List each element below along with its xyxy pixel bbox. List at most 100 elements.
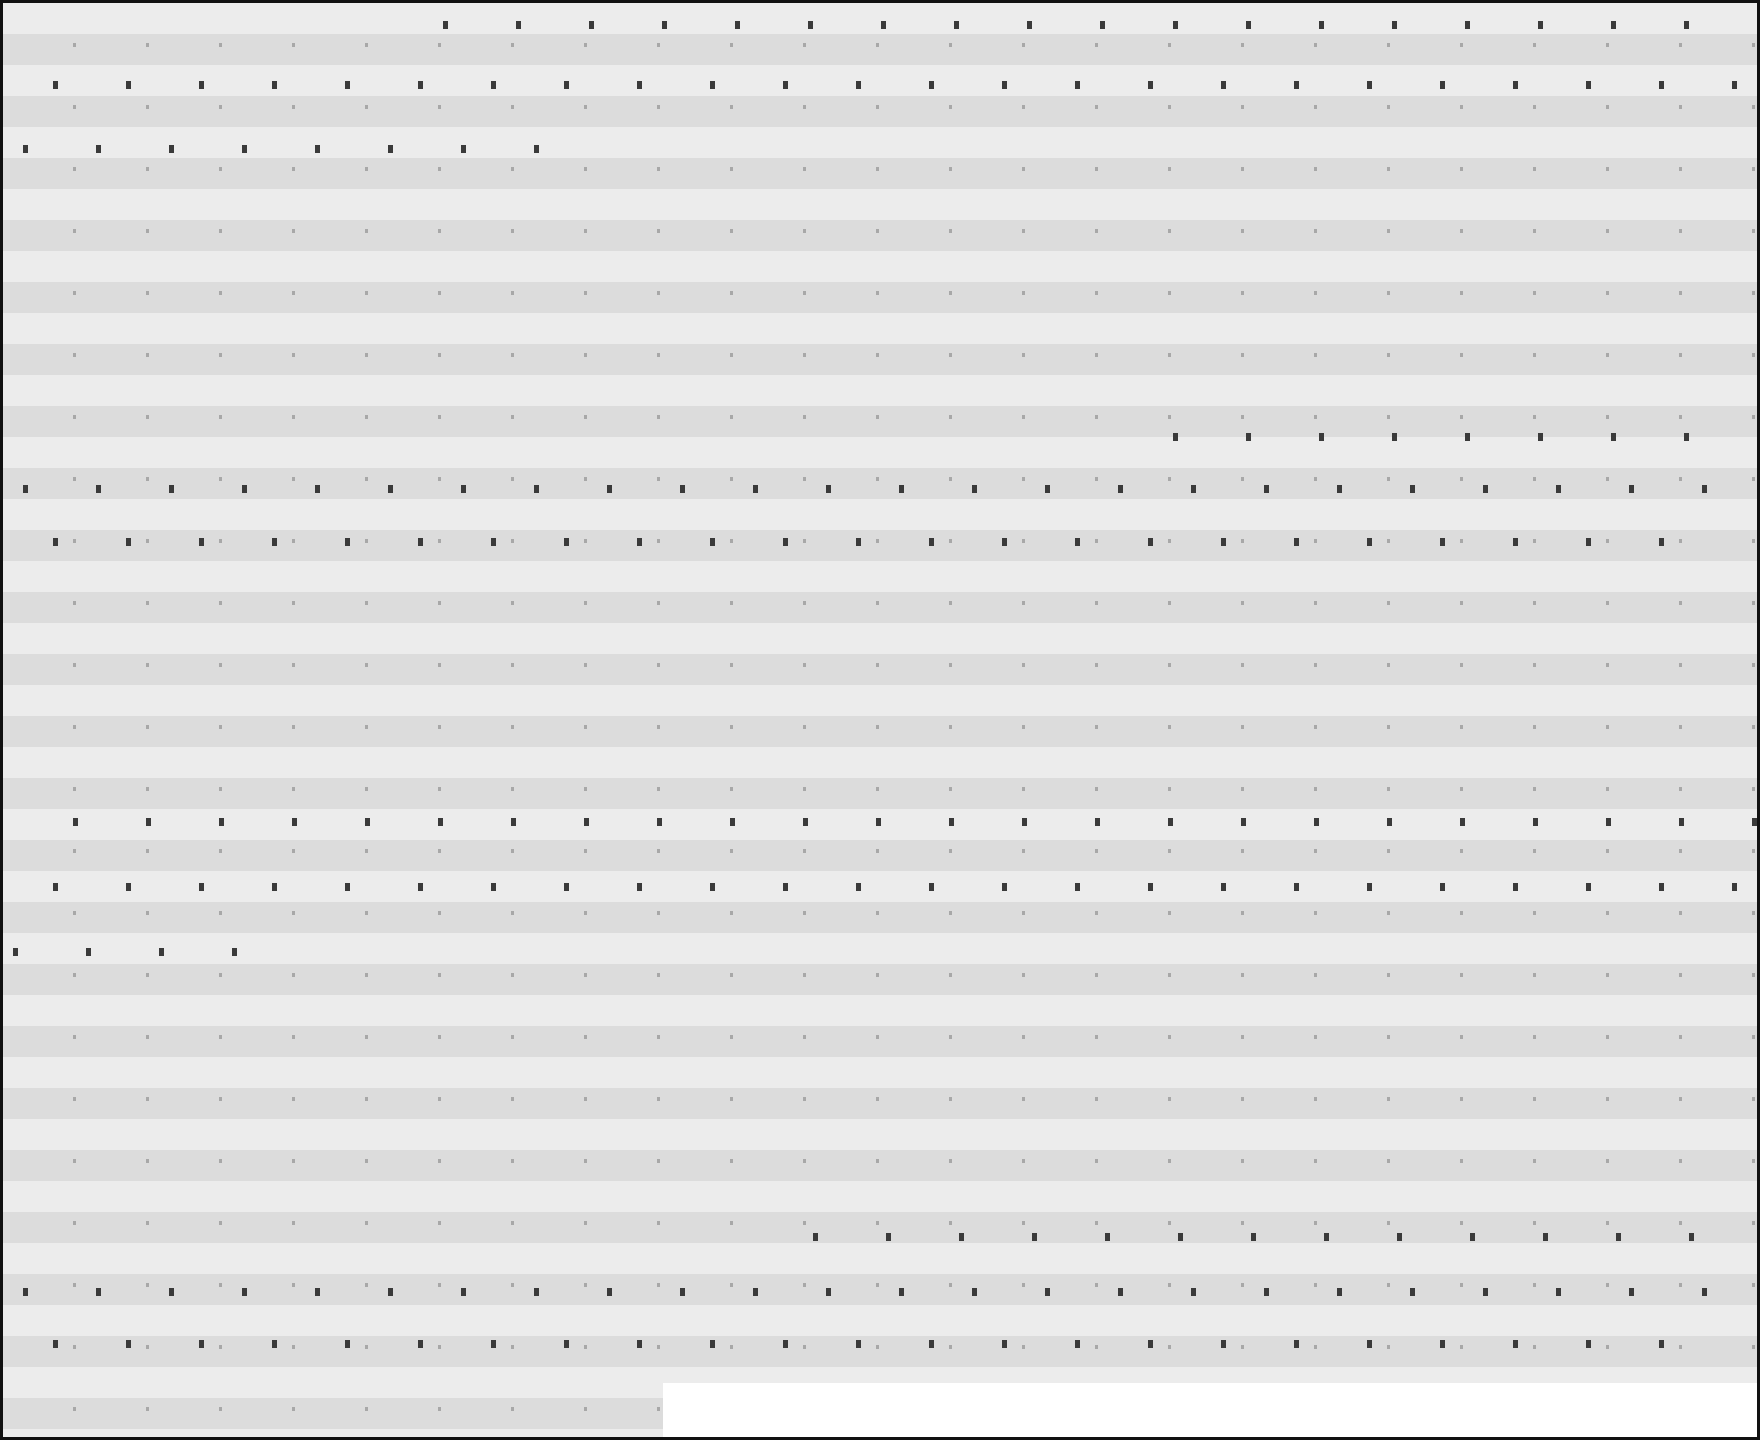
grid-mark xyxy=(1513,1340,1518,1348)
grid-mark-faint xyxy=(1387,1159,1390,1163)
grid-mark-faint xyxy=(1387,477,1390,481)
stripe-light xyxy=(3,3,1757,34)
grid-mark-faint xyxy=(1241,43,1244,47)
grid-mark-faint xyxy=(730,911,733,915)
grid-mark-faint xyxy=(1314,43,1317,47)
grid-mark xyxy=(1387,818,1392,826)
grid-mark xyxy=(1264,485,1269,493)
grid-mark xyxy=(929,538,934,546)
grid-mark-faint xyxy=(657,1035,660,1039)
grid-mark xyxy=(826,485,831,493)
stripe-light xyxy=(3,251,1757,282)
grid-mark-faint xyxy=(803,849,806,853)
grid-mark-faint xyxy=(657,167,660,171)
grid-mark xyxy=(1611,433,1616,441)
grid-mark-faint xyxy=(949,725,952,729)
grid-mark-faint xyxy=(219,229,222,233)
grid-mark xyxy=(1294,883,1299,891)
grid-mark xyxy=(388,1288,393,1296)
grid-mark-faint xyxy=(1168,663,1171,667)
grid-mark-faint xyxy=(730,1283,733,1287)
grid-mark xyxy=(388,145,393,153)
grid-mark xyxy=(169,1288,174,1296)
grid-mark-faint xyxy=(219,663,222,667)
grid-mark-faint xyxy=(1022,1035,1025,1039)
grid-mark-faint xyxy=(949,353,952,357)
grid-mark-faint xyxy=(730,539,733,543)
grid-mark xyxy=(1367,538,1372,546)
grid-mark-faint xyxy=(1752,291,1755,295)
grid-mark-faint xyxy=(803,725,806,729)
grid-mark-faint xyxy=(365,663,368,667)
grid-mark xyxy=(365,818,370,826)
grid-mark xyxy=(272,538,277,546)
grid-mark-faint xyxy=(511,43,514,47)
grid-mark-faint xyxy=(949,1035,952,1039)
grid-mark-faint xyxy=(1314,973,1317,977)
grid-mark-faint xyxy=(1606,539,1609,543)
grid-mark xyxy=(418,1340,423,1348)
grid-mark-faint xyxy=(1168,911,1171,915)
grid-mark xyxy=(199,81,204,89)
grid-mark xyxy=(662,21,667,29)
grid-mark-faint xyxy=(1606,1345,1609,1349)
grid-mark-faint xyxy=(803,229,806,233)
grid-mark-faint xyxy=(1387,787,1390,791)
grid-mark-faint xyxy=(1679,43,1682,47)
grid-mark xyxy=(730,818,735,826)
grid-mark-faint xyxy=(584,601,587,605)
grid-mark-faint xyxy=(1752,1221,1755,1225)
grid-mark xyxy=(1045,1288,1050,1296)
grid-mark-faint xyxy=(584,973,587,977)
grid-mark-faint xyxy=(584,415,587,419)
grid-mark-faint xyxy=(1095,725,1098,729)
grid-mark xyxy=(1367,81,1372,89)
stripe-dark xyxy=(3,158,1757,189)
stripe-dark xyxy=(3,902,1757,933)
grid-mark xyxy=(1659,538,1664,546)
grid-mark-faint xyxy=(1387,1345,1390,1349)
grid-mark xyxy=(710,883,715,891)
grid-mark-faint xyxy=(1752,725,1755,729)
grid-mark-faint xyxy=(219,1097,222,1101)
grid-mark-faint xyxy=(511,353,514,357)
grid-mark-faint xyxy=(219,477,222,481)
grid-mark-faint xyxy=(1679,1221,1682,1225)
grid-mark xyxy=(876,818,881,826)
grid-mark-faint xyxy=(876,663,879,667)
grid-mark-faint xyxy=(876,105,879,109)
grid-mark xyxy=(881,21,886,29)
grid-mark-faint xyxy=(1387,1283,1390,1287)
grid-mark xyxy=(1702,485,1707,493)
grid-mark-faint xyxy=(511,787,514,791)
grid-mark-faint xyxy=(730,601,733,605)
stripe-dark xyxy=(3,468,1757,499)
grid-mark-faint xyxy=(1387,1097,1390,1101)
blank-area xyxy=(663,1383,1757,1437)
grid-mark-faint xyxy=(1533,477,1536,481)
grid-mark-faint xyxy=(1606,787,1609,791)
grid-mark-faint xyxy=(73,1407,76,1411)
grid-mark-faint xyxy=(1314,1097,1317,1101)
grid-mark-faint xyxy=(511,1159,514,1163)
grid-mark xyxy=(564,883,569,891)
grid-mark xyxy=(53,1340,58,1348)
grid-mark-faint xyxy=(657,973,660,977)
grid-mark xyxy=(1440,81,1445,89)
grid-mark xyxy=(23,145,28,153)
grid-mark xyxy=(803,818,808,826)
grid-mark-faint xyxy=(73,167,76,171)
grid-mark-faint xyxy=(730,229,733,233)
grid-mark-faint xyxy=(730,787,733,791)
grid-mark-faint xyxy=(1460,849,1463,853)
grid-mark-faint xyxy=(438,291,441,295)
grid-mark-faint xyxy=(1314,167,1317,171)
grid-mark-faint xyxy=(657,1097,660,1101)
grid-mark-faint xyxy=(438,1159,441,1163)
grid-mark-faint xyxy=(584,229,587,233)
grid-mark-faint xyxy=(1095,1221,1098,1225)
grid-mark xyxy=(159,948,164,956)
grid-mark-faint xyxy=(584,911,587,915)
grid-mark-faint xyxy=(1095,43,1098,47)
grid-mark xyxy=(1221,538,1226,546)
